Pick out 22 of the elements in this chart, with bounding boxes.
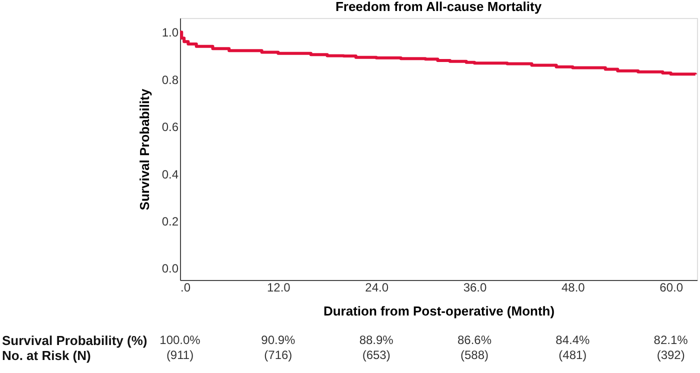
y-tick-label: 1.0 [162,26,179,40]
x-tick-label: 12.0 [266,280,291,294]
text: 82.1% (392) [654,333,688,362]
y-tick-label: 0.8 [162,72,179,87]
y-axis-title: Survival Probability [136,88,152,210]
text: 90.9% (716) [261,333,296,362]
x-tick-label: 48.0 [561,280,586,294]
x-axis-title: Duration from Post-operative (Month) [323,304,555,318]
x-tick-label: 24.0 [365,280,389,294]
x-tick-label: 36.0 [463,280,487,294]
x-tick-label: .0 [180,280,191,294]
text: 84.4% (481) [556,333,590,362]
y-tick-label: 0.4 [162,167,179,182]
text: 88.9% (653) [359,333,394,362]
y-tick-label: 0.6 [162,120,179,134]
y-tick-label: 0.2 [162,214,179,228]
text: Survival Probability (%) No. at Risk (N) [2,333,148,363]
text: 100.0% (911) [160,333,201,362]
x-tick-label: 60.0 [660,280,684,294]
text: 86.6% (588) [457,333,492,362]
y-tick-label: 0.0 [162,262,179,276]
chart-title: Freedom from All-cause Mortality [335,0,542,14]
